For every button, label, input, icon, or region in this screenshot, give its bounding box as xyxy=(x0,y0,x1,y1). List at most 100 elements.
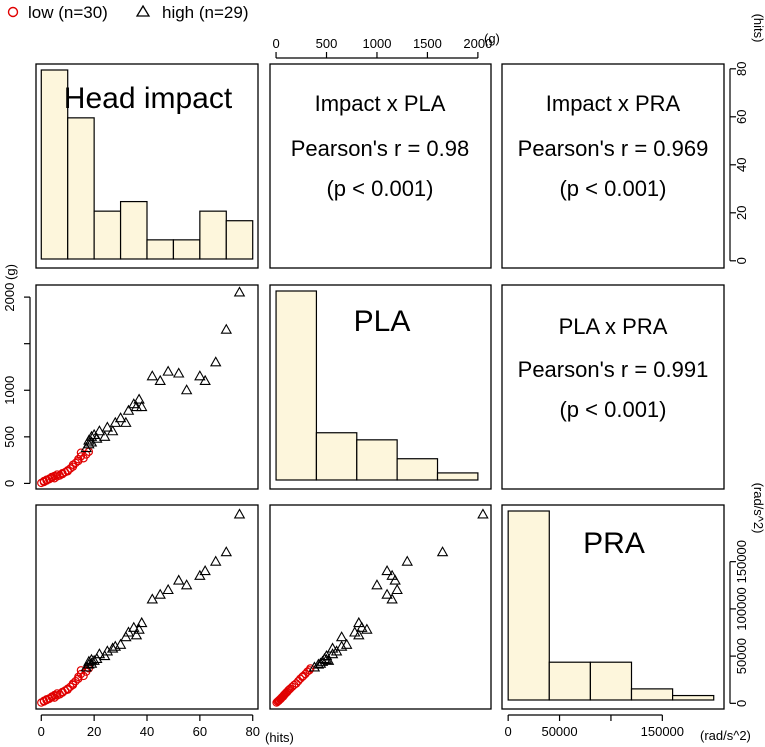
histogram-bar-pra xyxy=(548,661,591,701)
point-high xyxy=(233,508,246,519)
point-low xyxy=(76,669,86,679)
point-high xyxy=(172,574,185,585)
point-low xyxy=(79,671,88,681)
corr-r: Pearson's r = 0.98 xyxy=(291,136,469,161)
legend-high-label: high (n=29) xyxy=(162,3,248,22)
axis-top-g-tick-label: 1500 xyxy=(413,36,442,51)
axis-right-rad-tick-label: 100000 xyxy=(734,587,749,630)
point-high xyxy=(98,430,111,441)
point-high xyxy=(199,564,211,576)
histogram-bar-pla xyxy=(315,432,358,481)
corr-title: Impact x PRA xyxy=(546,91,681,116)
point-high xyxy=(85,430,98,441)
histogram-bar-head-impact xyxy=(119,200,148,260)
point-high xyxy=(135,616,148,628)
point-high xyxy=(88,654,100,665)
unit-label-g-top: (g) xyxy=(484,31,500,46)
diag-title-head-impact: Head impact xyxy=(64,82,233,115)
axis-bottom-rad-tick-label: 0 xyxy=(505,724,512,739)
histogram-bar-pra xyxy=(672,694,715,701)
point-high xyxy=(114,638,127,649)
axis-right-rad-tick-label: 50000 xyxy=(734,638,749,674)
histogram-bar-head-impact xyxy=(40,69,69,260)
axis-right-hits-tick-label: 20 xyxy=(734,206,749,220)
point-low xyxy=(82,450,91,459)
point-high xyxy=(220,546,233,557)
point-low xyxy=(68,679,78,688)
axis-left-g-tick-label: 0 xyxy=(2,480,17,487)
point-high xyxy=(477,508,489,519)
point-high xyxy=(93,648,106,659)
point-high xyxy=(122,404,135,415)
histogram-bar-head-impact xyxy=(146,239,175,260)
point-high xyxy=(172,367,185,378)
point-high xyxy=(146,370,159,381)
point-high xyxy=(220,323,233,334)
corr-r: Pearson's r = 0.991 xyxy=(518,357,709,382)
point-low xyxy=(63,467,72,476)
axis-right-hits-tick-label: 60 xyxy=(734,110,749,124)
histogram-bar-pra xyxy=(630,688,674,701)
axis-right-hits-tick-label: 80 xyxy=(734,62,749,76)
point-high xyxy=(130,629,143,640)
axis-top-g-tick-label: 2000 xyxy=(463,36,492,51)
point-high xyxy=(114,412,127,423)
point-high xyxy=(326,642,339,653)
axis-right-rad-tick-label: 150000 xyxy=(734,540,749,583)
axis-top-g-tick-label: 1000 xyxy=(363,36,392,51)
axis-left-g-tick-label: 500 xyxy=(2,426,17,448)
point-high xyxy=(91,432,103,443)
axis-bottom-hits-tick-label: 40 xyxy=(140,724,154,739)
histogram-bar-pla xyxy=(356,439,398,481)
histogram-bar-pra xyxy=(589,661,633,701)
histogram-bar-pra xyxy=(507,510,550,701)
histogram-bar-head-impact xyxy=(199,210,227,260)
corr-title: Impact x PLA xyxy=(315,91,446,116)
corr-p: (p < 0.001) xyxy=(326,176,433,201)
point-high xyxy=(371,579,383,590)
point-high xyxy=(209,356,222,367)
point-high xyxy=(401,555,413,566)
axis-bottom-hits-tick-label: 60 xyxy=(193,724,207,739)
legend-low-label: low (n=30) xyxy=(28,3,108,22)
point-low xyxy=(301,669,310,679)
point-high xyxy=(326,648,339,659)
point-high xyxy=(120,416,132,427)
panel-frame-r3c1 xyxy=(35,504,259,710)
unit-label-hits-right: (hits) xyxy=(751,14,765,43)
legend-low-marker xyxy=(7,6,19,18)
panel-frame-r2c1 xyxy=(35,284,259,490)
axis-bottom-rad-tick-label: 150000 xyxy=(641,724,684,739)
panel-frames xyxy=(35,63,725,710)
point-high xyxy=(180,384,193,395)
chart-marks: 0 20 40 60 80 0 50000 150000 0 500 1000 1500 2000 0 50… xyxy=(2,36,749,739)
axis-top-g-tick-label: 500 xyxy=(316,36,338,51)
point-high xyxy=(353,616,365,628)
legend: low (n=30) high (n=29) xyxy=(7,3,248,22)
axis-bottom-hits-tick-label: 0 xyxy=(38,724,45,739)
axis-right-hits-tick-label: 0 xyxy=(734,257,749,264)
point-high xyxy=(361,623,373,634)
histogram-bar-pla xyxy=(436,472,479,481)
legend-high-marker xyxy=(135,4,151,17)
point-high xyxy=(320,649,333,661)
unit-label-rad-bottom: (rad/s^2) xyxy=(700,728,751,743)
point-high xyxy=(133,623,145,634)
point-high xyxy=(353,629,365,640)
point-high xyxy=(381,564,393,576)
point-high xyxy=(135,400,148,412)
axis-right-rad-tick-label: 0 xyxy=(734,700,749,707)
histogram-bar-head-impact xyxy=(67,117,95,260)
point-low xyxy=(71,676,80,686)
point-high xyxy=(335,640,348,651)
correlation-impact-pla: Impact x PLA Pearson's r = 0.98 (p < 0.0… xyxy=(291,91,469,201)
point-high xyxy=(194,370,206,381)
point-high xyxy=(162,583,174,595)
histogram-bar-head-impact xyxy=(172,239,201,260)
point-high xyxy=(335,631,348,642)
point-high xyxy=(381,588,393,599)
point-high xyxy=(436,546,449,557)
panel-frame-r3c2 xyxy=(269,504,492,710)
axis-right-hits-tick-label: 40 xyxy=(734,158,749,172)
